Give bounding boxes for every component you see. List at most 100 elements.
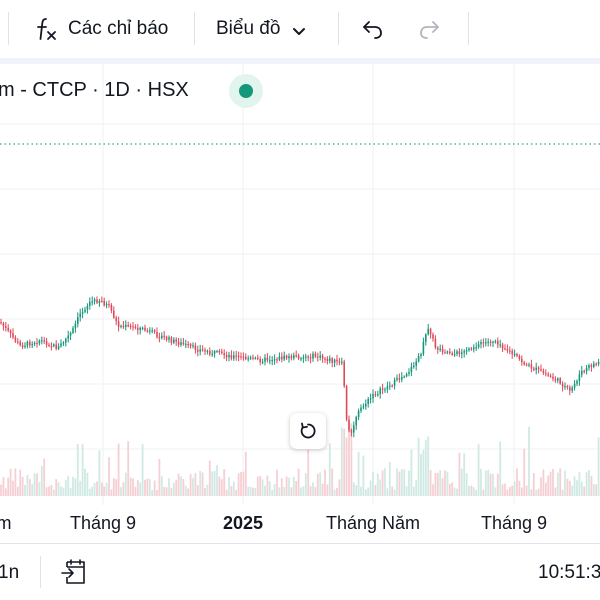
candle-body: [504, 348, 506, 350]
candle-body: [482, 342, 485, 344]
candle-body: [266, 357, 269, 361]
volume-bar: [592, 483, 595, 496]
candle-body: [305, 356, 307, 358]
candle-body: [132, 326, 134, 328]
volume-bar: [98, 450, 101, 496]
indicators-button[interactable]: Các chỉ báo: [34, 8, 168, 50]
candle-body: [290, 356, 293, 359]
volume-bar: [14, 468, 17, 496]
volume-bar: [576, 480, 578, 496]
reset-chart-button[interactable]: [290, 413, 326, 449]
volume-bar: [204, 487, 206, 496]
volume-bar: [578, 472, 581, 496]
candle-body: [117, 321, 120, 327]
candle-body: [281, 356, 283, 360]
volume-bar: [208, 460, 211, 496]
candle-body: [216, 350, 218, 353]
volume-bar: [12, 480, 14, 496]
volume-bar: [4, 488, 7, 496]
volume-bar: [285, 476, 288, 496]
volume-bar: [585, 472, 588, 496]
candle-body: [122, 325, 125, 328]
volume-bar: [381, 470, 384, 496]
volume-bar: [547, 475, 550, 496]
candle-body: [338, 361, 341, 363]
candle-body: [129, 325, 132, 328]
candle-body: [379, 388, 381, 395]
volume-bar: [240, 472, 242, 496]
chevron-down-icon: [292, 24, 306, 35]
range-1d-button[interactable]: 1n: [0, 562, 20, 583]
volume-bar: [537, 488, 540, 496]
candle-body: [444, 352, 446, 354]
volume-bar: [67, 475, 70, 496]
volume-bar: [266, 475, 269, 496]
undo-button[interactable]: [360, 8, 384, 50]
volume-bar: [122, 482, 125, 496]
volume-bar: [261, 479, 264, 496]
volume-bar: [292, 476, 295, 496]
market-status-indicator[interactable]: [229, 74, 263, 108]
volume-bar: [470, 485, 473, 496]
candle-body: [355, 417, 357, 426]
symbol-legend[interactable]: m - CTCP · 1D · HSX: [0, 76, 189, 104]
volume-bar: [297, 468, 300, 496]
volume-bar: [232, 481, 235, 496]
volume-bar: [182, 479, 185, 496]
volume-bar: [165, 487, 168, 496]
volume-bar: [24, 485, 26, 496]
volume-bar: [36, 473, 38, 496]
go-to-date-button[interactable]: [56, 554, 92, 590]
redo-button[interactable]: [418, 8, 442, 50]
volume-bar: [31, 484, 34, 496]
volume-bar: [264, 485, 266, 496]
candle-body: [139, 327, 141, 330]
candle-body: [12, 333, 14, 338]
candle-body: [153, 330, 156, 332]
candle-body: [499, 344, 501, 346]
volume-bar: [100, 482, 103, 496]
candle-body: [249, 357, 252, 359]
volume-bar: [355, 485, 358, 496]
volume-bar: [590, 475, 593, 496]
volume-bar: [427, 436, 430, 496]
candle-body: [134, 326, 137, 329]
candle-body: [595, 363, 597, 366]
candle-body: [312, 353, 314, 359]
volume-bar: [314, 486, 317, 496]
price-chart[interactable]: [0, 64, 600, 545]
candle-body: [451, 353, 453, 355]
volume-bar: [256, 476, 259, 496]
volume-bar: [415, 479, 418, 496]
volume-bar: [484, 470, 487, 496]
volume-bar: [477, 444, 480, 496]
function-fx-icon: [34, 15, 58, 43]
volume-bar: [436, 472, 439, 496]
volume-bar: [247, 486, 250, 496]
volume-bar: [278, 487, 281, 496]
chart-canvas[interactable]: [0, 64, 600, 545]
candle-body: [461, 352, 463, 355]
volume-bar: [225, 489, 228, 496]
candle-body: [501, 344, 504, 349]
volume-bar: [268, 481, 271, 496]
volume-bar: [360, 486, 362, 496]
chart-type-dropdown[interactable]: Biểu đồ: [216, 8, 306, 50]
volume-bar: [561, 489, 564, 496]
volume-bar: [369, 480, 372, 496]
volume-bar: [26, 475, 29, 496]
candle-body: [439, 348, 441, 350]
top-toolbar: Các chỉ báo Biểu đồ: [0, 0, 600, 58]
candle-body: [105, 304, 108, 306]
candle-body: [336, 359, 338, 362]
candle-body: [449, 351, 451, 354]
time-axis[interactable]: m Tháng 9 2025 Tháng Năm Tháng 9: [0, 505, 600, 543]
candle-body: [345, 385, 348, 420]
candle-body: [588, 365, 590, 368]
candle-body: [405, 373, 408, 377]
candle-body: [465, 350, 468, 352]
candle-body: [271, 359, 273, 362]
candle-body: [228, 354, 230, 358]
volume-bar: [304, 473, 307, 496]
volume-bar: [501, 484, 504, 496]
